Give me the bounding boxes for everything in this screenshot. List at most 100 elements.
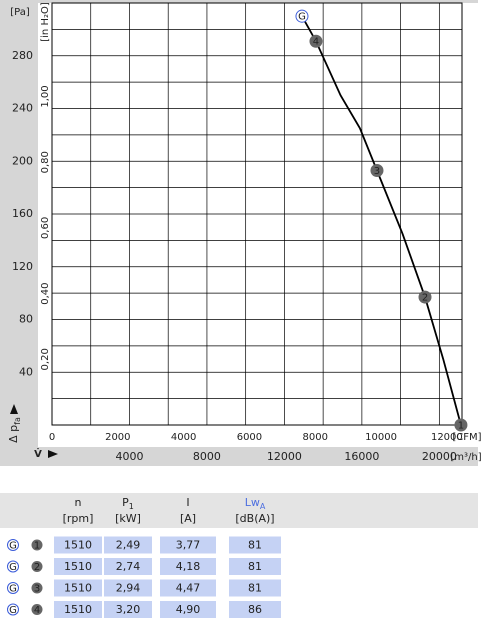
column-header-name: P bbox=[122, 496, 129, 509]
y-tick-label: 240 bbox=[12, 102, 33, 115]
table-value: 2,49 bbox=[116, 539, 141, 552]
operating-point bbox=[295, 9, 309, 23]
table-cell bbox=[54, 579, 102, 597]
table-cell bbox=[104, 579, 152, 597]
point-label: 4 bbox=[34, 605, 40, 616]
table-value: 86 bbox=[248, 603, 262, 616]
x2-tick-label: 2000 bbox=[105, 432, 130, 443]
operating-point bbox=[454, 418, 468, 432]
column-header-sub: 1 bbox=[129, 502, 134, 511]
column-header: n bbox=[75, 496, 82, 509]
table-value: 3,77 bbox=[176, 539, 201, 552]
table-cell bbox=[54, 536, 102, 554]
operating-point bbox=[309, 34, 323, 48]
table-cell bbox=[229, 536, 281, 554]
operating-point-label: 2 bbox=[422, 293, 428, 304]
column-header: I bbox=[186, 496, 189, 509]
x2-tick-label: 4000 bbox=[171, 432, 196, 443]
table-value: 4,90 bbox=[176, 603, 201, 616]
y-tick-label: 280 bbox=[12, 49, 33, 62]
table-cell bbox=[104, 601, 152, 618]
table-value: 2,94 bbox=[116, 582, 141, 595]
table-value: 1510 bbox=[64, 539, 92, 552]
y2-tick-label: 0,80 bbox=[40, 151, 51, 173]
y-tick-label: 40 bbox=[19, 365, 33, 378]
operating-point-label: 4 bbox=[313, 37, 319, 48]
point-icon bbox=[31, 604, 43, 615]
table-cell bbox=[229, 579, 281, 597]
x-tick-label: 12000 bbox=[267, 450, 302, 463]
column-header: LwA bbox=[245, 496, 266, 511]
table-cell bbox=[104, 536, 152, 554]
table-value: 1510 bbox=[64, 582, 92, 595]
y-arrow bbox=[10, 404, 18, 414]
x-tick-label: 4000 bbox=[115, 450, 143, 463]
table-value: 1510 bbox=[64, 560, 92, 573]
table-header-band bbox=[0, 493, 478, 528]
table-cell bbox=[160, 579, 216, 597]
x-unit-label: [m³/h] bbox=[450, 452, 481, 463]
table-value: 81 bbox=[248, 539, 262, 552]
x-axis-title: V̇ bbox=[34, 447, 42, 460]
operating-point-label: G bbox=[298, 12, 306, 23]
table-cell bbox=[229, 558, 281, 575]
column-header-name: n bbox=[75, 496, 82, 509]
x2-unit-label: [CFM] bbox=[452, 432, 481, 443]
point-label: 3 bbox=[34, 584, 40, 595]
point-icon bbox=[31, 561, 43, 572]
mode-icon bbox=[7, 539, 19, 551]
y2-tick-label: 1,00 bbox=[40, 85, 51, 107]
x2-tick-label: 8000 bbox=[303, 432, 328, 443]
x-arrow bbox=[48, 450, 58, 458]
x2-tick-label: 10000 bbox=[365, 432, 397, 443]
point-label: 1 bbox=[34, 541, 40, 552]
y-axis-title-sub: fa bbox=[13, 417, 22, 425]
mode-label: G bbox=[9, 541, 17, 552]
table-value: 1510 bbox=[64, 603, 92, 616]
column-unit: [dB(A)] bbox=[235, 512, 274, 525]
table-cell bbox=[104, 558, 152, 575]
table-value: 3,20 bbox=[116, 603, 141, 616]
mode-label: G bbox=[9, 605, 17, 616]
column-header: P1 bbox=[122, 496, 134, 511]
y2-tick-label: 0,60 bbox=[40, 217, 51, 239]
y2-tick-label: 0,20 bbox=[40, 348, 51, 370]
table-cell bbox=[160, 536, 216, 554]
operating-point-label: 3 bbox=[374, 166, 380, 177]
y-tick-label: 80 bbox=[19, 313, 33, 326]
table-cell bbox=[160, 601, 216, 618]
y-tick-label: 160 bbox=[12, 207, 33, 220]
point-icon bbox=[31, 582, 43, 594]
table-cell bbox=[54, 558, 102, 575]
y-axis-title-main: Δ p bbox=[7, 425, 20, 443]
column-header-name: Lw bbox=[245, 496, 260, 509]
y-unit-label: [Pa] bbox=[10, 7, 30, 18]
mode-label: G bbox=[9, 562, 17, 573]
y2-tick-label: 0,40 bbox=[40, 282, 51, 304]
mode-label: G bbox=[9, 584, 17, 595]
table-cell bbox=[54, 601, 102, 618]
table-value: 4,18 bbox=[176, 560, 201, 573]
table-value: 81 bbox=[248, 582, 262, 595]
operating-point-label: 1 bbox=[458, 421, 464, 432]
table-value: 81 bbox=[248, 560, 262, 573]
table-cell bbox=[160, 558, 216, 575]
table-value: 2,74 bbox=[116, 560, 141, 573]
x-tick-label: 20000 bbox=[422, 450, 457, 463]
table-value: 4,47 bbox=[176, 582, 201, 595]
column-unit: [kW] bbox=[115, 512, 141, 525]
plot-background bbox=[38, 3, 478, 447]
column-header-name: I bbox=[186, 496, 189, 509]
mode-icon bbox=[7, 603, 19, 616]
mode-icon bbox=[7, 582, 19, 594]
operating-point bbox=[418, 290, 432, 304]
operating-point bbox=[370, 163, 384, 177]
column-header-sub: A bbox=[260, 502, 266, 511]
y-tick-label: 120 bbox=[12, 260, 33, 273]
y-tick-label: 200 bbox=[12, 154, 33, 167]
x2-tick-label: 6000 bbox=[237, 432, 262, 443]
x2-tick-label: 12000 bbox=[431, 432, 463, 443]
y-axis-title: Δ pfa bbox=[7, 417, 22, 443]
x-tick-label: 16000 bbox=[344, 450, 379, 463]
